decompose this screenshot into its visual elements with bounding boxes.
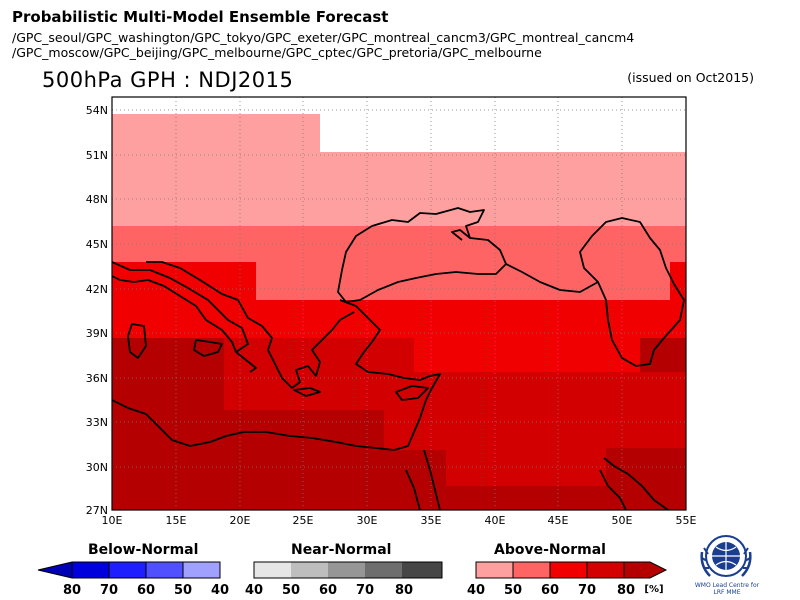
legend-above-label: 70 [578,583,596,598]
legend-below-label: 50 [174,583,192,598]
lon-label: 35E [421,514,442,527]
legend-unit: [%] [644,584,663,595]
lat-label: 39N [86,327,108,340]
lon-label: 40E [485,514,506,527]
legend-above-swatch [476,562,513,578]
lat-label: 48N [86,193,108,206]
legend-near-swatch [291,562,328,578]
lon-labels: 10E 15E 20E 25E 30E 35E 40E 45E 50E 55E [102,514,697,527]
lon-label: 20E [230,514,251,527]
legend-near-label: 70 [356,583,374,598]
turkey-levant-coast [339,299,441,433]
probability-field [112,97,686,510]
globe-icon [700,535,752,577]
legend-above-title: Above-Normal [494,542,606,558]
legend-near-swatch [254,562,291,578]
logo-caption: WMO Lead Centre for LRF MME [684,582,770,596]
lat-label: 33N [86,416,108,429]
legend-above-label: 80 [617,583,635,598]
legend-near-swatch [402,562,442,578]
legend-above-swatch [513,562,550,578]
caspian-sea-coast [579,217,685,367]
issued-date: (issued on Oct2015) [627,70,754,85]
legend-below-swatch [38,562,72,578]
italy-coast [112,261,249,353]
model-list: /GPC_seoul/GPC_washington/GPC_tokyo/GPC_… [12,30,792,60]
lon-label: 45E [548,514,569,527]
legend-below-title: Below-Normal [88,542,199,558]
wmo-logo [696,528,756,600]
legend-below-label: 40 [211,583,229,598]
lat-label: 45N [86,238,108,251]
lat-label: 42N [86,283,108,296]
legend-below-swatch [183,562,220,578]
legend-near-label: 60 [319,583,337,598]
sardinia-coast [127,323,147,359]
cyprus-coast [395,385,429,401]
coastlines [112,207,685,510]
lat-label: 30N [86,461,108,474]
legend-near-label: 50 [282,583,300,598]
sicily-coast [193,339,223,357]
lat-label: 27N [86,504,108,517]
graticule [112,97,686,510]
crete-coast [293,387,321,397]
legend-near-swatch [328,562,365,578]
model-list-line-2: /GPC_moscow/GPC_beijing/GPC_melbourne/GP… [12,45,542,60]
legend-near-label: 80 [395,583,413,598]
red-sea-coast [423,449,441,510]
legend-above-label: 60 [541,583,559,598]
legend-near-normal: 40 50 60 70 80 [245,561,443,598]
legend-below-swatch [146,562,183,578]
lon-label: 50E [612,514,633,527]
legend-below-swatch [72,562,109,578]
legend-near-title: Near-Normal [291,542,392,558]
legend-below-label: 80 [63,583,81,598]
persian-gulf-coast [603,457,669,510]
lat-label: 36N [86,372,108,385]
lat-labels: 54N 51N 48N 45N 42N 39N 36N 33N 30N 27N [86,104,108,517]
lat-label: 54N [86,104,108,117]
lon-label: 10E [102,514,123,527]
legend-below-label: 70 [100,583,118,598]
lon-label: 25E [293,514,314,527]
legend-above-normal: 40 50 60 70 80 [%] [467,561,668,598]
legend-near-label: 40 [245,583,263,598]
lat-label: 51N [86,149,108,162]
legend-above-swatch [624,562,666,578]
greece-coast [273,311,355,389]
logo-caption-line-2: LRF MME [713,589,741,596]
black-sea-coast [337,207,507,303]
legend-below-label: 60 [137,583,155,598]
figure-title: Probabilistic Multi-Model Ensemble Forec… [12,8,389,26]
legend-below-swatch [109,562,146,578]
legend-above-label: 40 [467,583,485,598]
legend-above-swatch [550,562,587,578]
lon-label: 15E [166,514,187,527]
legend-above-label: 50 [504,583,522,598]
north-africa-coast [112,399,415,451]
lon-label: 30E [357,514,378,527]
model-list-line-1: /GPC_seoul/GPC_washington/GPC_tokyo/GPC_… [12,30,635,45]
lon-label: 55E [676,514,697,527]
legend-above-swatch [587,562,624,578]
legend-near-swatch [365,562,402,578]
map-title: 500hPa GPH : NDJ2015 [42,68,294,92]
map-frame [111,96,687,511]
logo-caption-line-1: WMO Lead Centre for [694,582,760,589]
legend-below-normal: 80 70 60 50 40 [37,561,229,598]
